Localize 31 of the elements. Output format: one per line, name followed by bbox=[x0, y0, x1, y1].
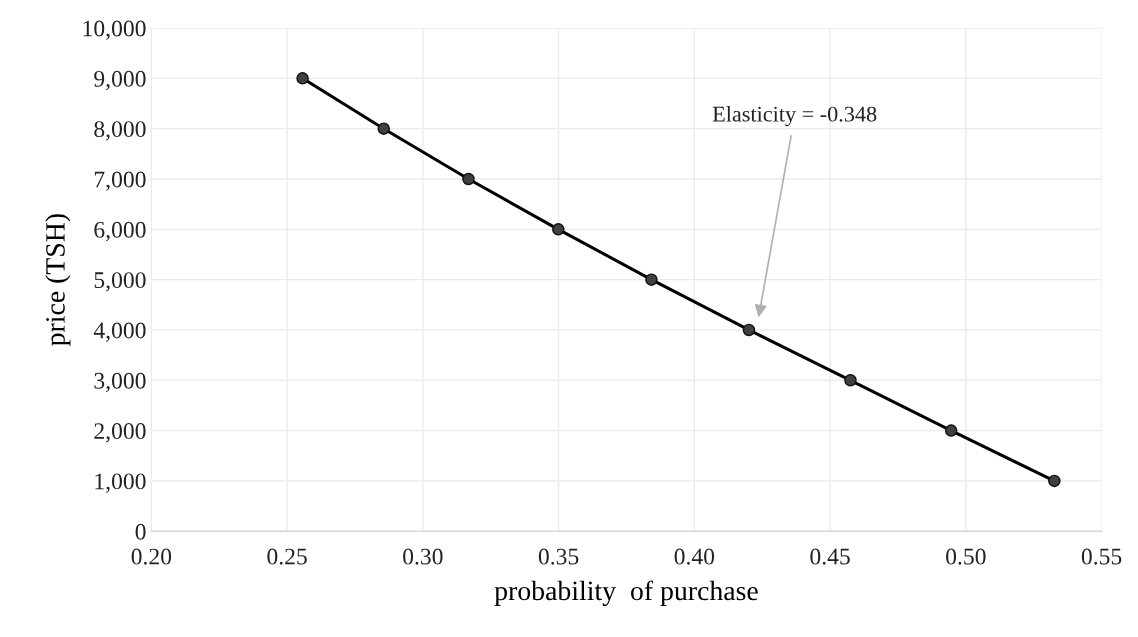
x-tick-label: 0.30 bbox=[403, 548, 443, 565]
y-tick-label: 10,000 bbox=[83, 20, 146, 40]
point bbox=[296, 72, 309, 85]
y-tick-label: 6,000 bbox=[94, 221, 146, 242]
point bbox=[742, 323, 756, 337]
annotation: Elasticity = -0.348 bbox=[712, 105, 877, 127]
y-tick-label: 3,000 bbox=[94, 372, 146, 393]
y-tick-label: 8,000 bbox=[94, 121, 146, 141]
x-axis-title: probability of purchase bbox=[494, 580, 758, 606]
y-tick-label: 0 bbox=[135, 523, 146, 540]
point bbox=[844, 374, 857, 387]
point bbox=[645, 273, 658, 286]
y-tick-label: 1,000 bbox=[95, 473, 146, 493]
point bbox=[377, 122, 391, 135]
point bbox=[552, 223, 565, 236]
y-axis-title: price (TSH) bbox=[45, 214, 71, 346]
point bbox=[462, 172, 475, 186]
x-tick-label: 0.50 bbox=[946, 548, 986, 565]
x-tick-label: 0.35 bbox=[538, 548, 579, 565]
x-tick-label: 0.55 bbox=[1081, 548, 1122, 565]
y-tick-label: 9,000 bbox=[94, 70, 146, 91]
x-tick-label: 0.20 bbox=[131, 548, 172, 565]
x-tick-label: 0.25 bbox=[267, 548, 307, 565]
point bbox=[1048, 474, 1061, 488]
point bbox=[944, 424, 958, 437]
y-tick-label: 4,000 bbox=[93, 322, 146, 342]
y-tick-label: 2,000 bbox=[94, 423, 146, 443]
x-tick-label: 0.40 bbox=[674, 548, 715, 565]
y-tick-label: 5,000 bbox=[94, 272, 146, 292]
y-tick-label: 7,000 bbox=[94, 171, 146, 191]
x-tick-label: 0.45 bbox=[810, 548, 850, 565]
